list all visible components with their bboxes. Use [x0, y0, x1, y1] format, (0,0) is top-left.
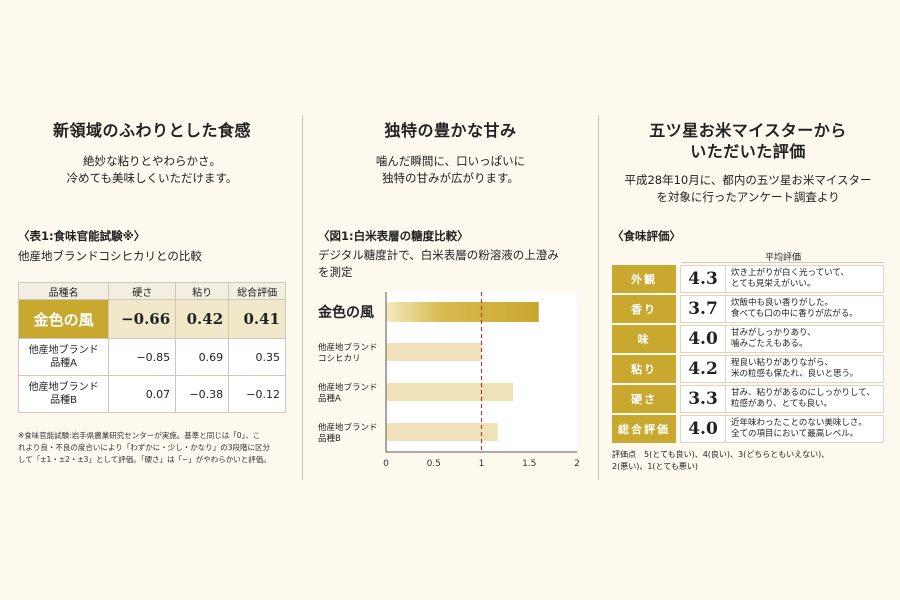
category-label: 他産地ブランド: [318, 382, 378, 393]
tick-label: 0.5: [427, 459, 441, 469]
tick-label: 1: [479, 459, 485, 469]
table-row: 他産地ブランド 品種A −0.85 0.69 0.35: [17, 338, 286, 376]
category-label: コシヒカリ: [318, 354, 361, 364]
sweetness-title: 独特の豊かな甘み: [384, 121, 517, 140]
table-row: 他産地ブランド 品種B 0.07 −0.38 −0.12: [17, 375, 286, 413]
eval-footnote: 評価点 5(とても良い)、4(良い)、3(どちらともいえない)、 2(悪い)、1…: [612, 450, 830, 471]
texture-lead: 絶妙な粘りとやわらかさ。 冷めても美味しくいただけます。: [66, 154, 238, 185]
meister-lead: 平成28年10月に、都内の五ツ星お米マイスター を対象に行ったアンケート調査より: [624, 173, 872, 204]
stickiness-value: −0.38: [175, 375, 230, 413]
sweetness-panel: 独特の豊かな甘み 噛んだ瞬間に、口いっぱいに 独特の甘みが広がります。 〈図1:…: [318, 120, 583, 480]
eval-comment: 甘みがしっかりあり、 噛みごたえもある。: [726, 325, 884, 353]
sensory-table: 品種名 硬さ 粘り 総合評価 金色の風 −0.66 0.42 0.41 他産地ブ…: [17, 282, 286, 413]
eval-score: 4.0: [680, 325, 726, 353]
header-overall: 総合評価: [228, 282, 286, 300]
eval-caption: 〈食味評価〉: [612, 229, 681, 243]
tick-label: 1.5: [522, 459, 536, 469]
figure1-subtitle: デジタル糖度計で、白米表層の粉溶液の上澄み を測定: [318, 248, 559, 279]
variety-name: 他産地ブランド 品種A: [17, 338, 110, 376]
eval-score: 4.2: [680, 355, 726, 383]
overall-value: 0.35: [228, 338, 286, 376]
header-stickiness: 粘り: [175, 282, 230, 300]
overall-value: 0.41: [228, 299, 286, 339]
texture-title: 新領域のふわりとした食感: [52, 121, 251, 140]
eval-comment: 炊飯中も良い香りがした。 食べても口の中に香りが広がる。: [726, 295, 884, 323]
table1-caption: 〈表1:食味官能試験※〉: [18, 229, 146, 243]
eval-row: 味 4.0 甘みがしっかりあり、 噛みごたえもある。: [612, 325, 884, 353]
stickiness-value: 0.69: [175, 338, 230, 376]
eval-score: 3.3: [680, 385, 726, 413]
overall-value: −0.12: [228, 375, 286, 413]
avg-header: 平均評価: [682, 250, 884, 263]
header-hardness: 硬さ: [108, 282, 177, 300]
eval-label: 硬さ: [612, 385, 676, 413]
variety-name: 他産地ブランド 品種B: [17, 375, 110, 413]
bar: [386, 383, 514, 401]
eval-label: 香り: [612, 295, 676, 323]
eval-label: 総合評価: [612, 415, 676, 443]
category-label: 品種B: [318, 433, 341, 444]
bar: [386, 302, 539, 322]
texture-panel: 新領域のふわりとした食感 絶妙な粘りとやわらかさ。 冷めても美味しくいただけます…: [17, 120, 286, 480]
figure1-caption: 〈図1:白米表層の糖度比較〉: [318, 229, 469, 243]
category-label: 他産地ブランド: [318, 422, 378, 433]
eval-label: 外観: [612, 265, 676, 293]
eval-label: 粘り: [612, 355, 676, 383]
eval-comment: 炊き上がりが白く光っていて、 とても見栄えがいい。: [726, 265, 884, 293]
divider-2: [598, 115, 599, 480]
stickiness-value: 0.42: [175, 299, 230, 339]
category-label: 品種A: [318, 393, 341, 404]
table1-subtitle: 他産地ブランドコシヒカリとの比較: [18, 249, 202, 263]
eval-score: 3.7: [680, 295, 726, 323]
category-label: 他産地ブランド: [318, 342, 378, 353]
sweetness-lead: 噛んだ瞬間に、口いっぱいに 独特の甘みが広がります。: [375, 154, 526, 185]
eval-row: 粘り 4.2 程良い粘りがありながら、 米の粒感も保たれ、良いと思う。: [612, 355, 884, 383]
eval-label: 味: [612, 325, 676, 353]
tick-label: 2: [574, 459, 580, 469]
hardness-value: 0.07: [108, 375, 177, 413]
divider-1: [302, 115, 303, 480]
variety-name: 金色の風: [17, 299, 110, 339]
eval-score: 4.3: [680, 265, 726, 293]
eval-row: 総合評価 4.0 近年味わったことのない美味しさ。 全ての項目において最高レベル。: [612, 415, 884, 443]
bar: [386, 343, 482, 361]
meister-title: 五ツ星お米マイスターから いただいた評価: [649, 121, 847, 161]
table-row: 金色の風 −0.66 0.42 0.41: [17, 299, 286, 339]
eval-comment: 近年味わったことのない美味しさ。 全ての項目において最高レベル。: [726, 415, 884, 443]
bar: [386, 423, 498, 441]
eval-table: 平均評価 外観 4.3 炊き上がりが白く光っていて、 とても見栄えがいい。 香り 3.7 炊…: [612, 250, 884, 473]
eval-row: 硬さ 3.3 甘み、粘りがあるのにしっかりして、 粒感があり、とても良い。: [612, 385, 884, 413]
category-label: 金色の風: [318, 304, 374, 321]
tick-label: 0: [383, 459, 389, 469]
eval-comment: 程良い粘りがありながら、 米の粒感も保たれ、良いと思う。: [726, 355, 884, 383]
test-footnote: ※食味官能試験:岩手県農業研究センターが実施。基準と同じは「0」、こ れより良・…: [18, 431, 271, 464]
header-variety: 品種名: [17, 282, 110, 300]
hardness-value: −0.85: [108, 338, 177, 376]
eval-score: 4.0: [680, 415, 726, 443]
eval-row: 香り 3.7 炊飯中も良い香りがした。 食べても口の中に香りが広がる。: [612, 295, 884, 323]
eval-row: 外観 4.3 炊き上がりが白く光っていて、 とても見栄えがいい。: [612, 265, 884, 293]
meister-panel: 五ツ星お米マイスターから いただいた評価 平成28年10月に、都内の五ツ星お米マ…: [612, 120, 884, 480]
eval-comment: 甘み、粘りがあるのにしっかりして、 粒感があり、とても良い。: [726, 385, 884, 413]
hardness-value: −0.66: [108, 299, 177, 339]
